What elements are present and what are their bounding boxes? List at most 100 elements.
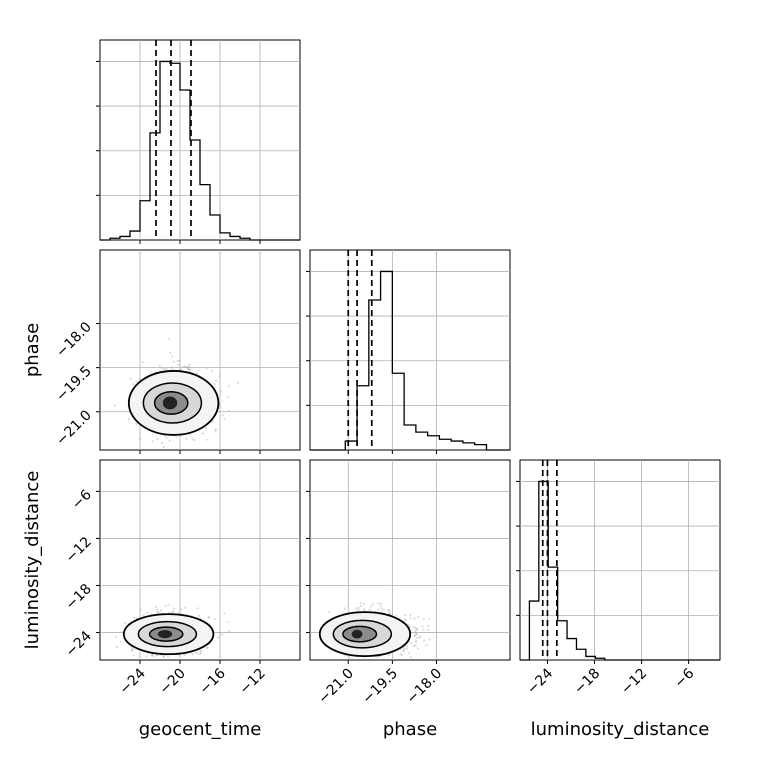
scatter-point [417,615,420,618]
scatter-point [226,395,229,398]
scatter-point [410,642,413,645]
scatter-point [177,363,180,366]
scatter-point [207,616,210,619]
x-axis-label-luminosity-distance: luminosity_distance [531,719,710,740]
scatter-point [139,608,142,612]
scatter-point [157,611,160,614]
scatter-point [165,367,168,370]
scatter-point [129,377,132,380]
panel-frame [519,459,721,661]
scatter-point [183,654,186,657]
scatter-point [149,371,152,374]
scatter-point [190,368,193,371]
density-core [157,630,173,639]
y-tick-label: −19.5 [53,363,95,405]
scatter-point [150,654,154,657]
scatter-point [188,367,191,370]
scatter-point [402,647,405,650]
x-tick-label: −16 [197,665,229,697]
scatter-point [388,611,391,614]
scatter-point [172,610,175,613]
scatter-point [211,421,214,424]
scatter-point [409,656,412,659]
scatter-point [414,644,417,647]
scatter-point [218,375,221,378]
scatter-point [375,656,378,659]
y-tick-label: −6 [69,487,95,513]
density-contours [127,370,220,436]
gridlines [520,460,720,664]
scatter-point [425,644,428,647]
scatter-point [427,624,430,627]
scatter-point [191,653,194,656]
scatter-point [363,603,366,606]
scatter-point [415,633,418,636]
scatter-point [172,360,175,363]
scatter-point [115,645,119,649]
y-tick-label: −21.0 [53,407,95,449]
scatter-point [142,614,145,617]
y-ticks [306,490,310,634]
scatter-point [357,606,360,609]
scatter-point [414,629,417,633]
scatter-point [156,609,159,612]
y-axis-label-luminosity-distance: luminosity_distance [22,471,43,650]
x-axis-label-geocent-time: geocent_time [139,719,262,740]
scatter-point [185,366,189,369]
scatter-point [187,366,190,369]
scatter-point [355,607,358,610]
panel-frame [309,249,511,451]
x-tick-label: −6 [672,665,698,691]
scatter-point [206,646,209,649]
scatter-point [348,656,352,659]
scatter-point [395,614,398,617]
density-contours [122,613,215,656]
scatter-point [193,439,196,442]
scatter-point [200,649,203,653]
scatter-point [175,436,178,439]
panel-phase-vs-geocent-time [96,249,301,454]
scatter-point [178,359,181,362]
scatter-point [379,605,382,608]
x-axis-label-phase: phase [383,719,437,740]
scatter-point [160,441,164,444]
scatter-point [343,607,347,610]
scatter-point [214,428,217,431]
scatter-point [188,369,191,372]
scatter-point [223,612,226,615]
scatter-point [170,355,174,358]
scatter-point [415,640,418,643]
scatter-point [197,369,200,372]
scatter-point [206,438,209,441]
scatter-point [158,364,161,368]
scatter-point [176,359,179,363]
y-tick-label: −18.0 [53,319,95,361]
y-ticks [306,270,310,406]
scatter-point [415,627,418,630]
scatter-point [227,384,230,387]
scatter-point [183,365,187,369]
scatter-point [168,337,171,340]
scatter-point [170,366,173,369]
scatter-point [207,616,210,619]
scatter-point [162,656,165,659]
scatter-point [371,603,374,606]
scatter-point [405,645,408,648]
x-tick-label: −12 [237,666,269,698]
scatter-point [414,634,417,637]
scatter-point [146,611,149,615]
panel-frame [99,39,301,241]
y-ticks [96,323,100,413]
scatter-point [205,646,209,649]
scatter-point [205,426,208,429]
panel-frame [309,459,511,661]
scatter-point [196,607,199,610]
scatter-point [162,445,165,449]
scatter-point [171,368,174,371]
scatter-point [184,606,187,609]
scatter-point [422,628,425,631]
y-ticks [516,480,520,616]
scatter-point [387,609,390,612]
density-core [162,396,178,410]
